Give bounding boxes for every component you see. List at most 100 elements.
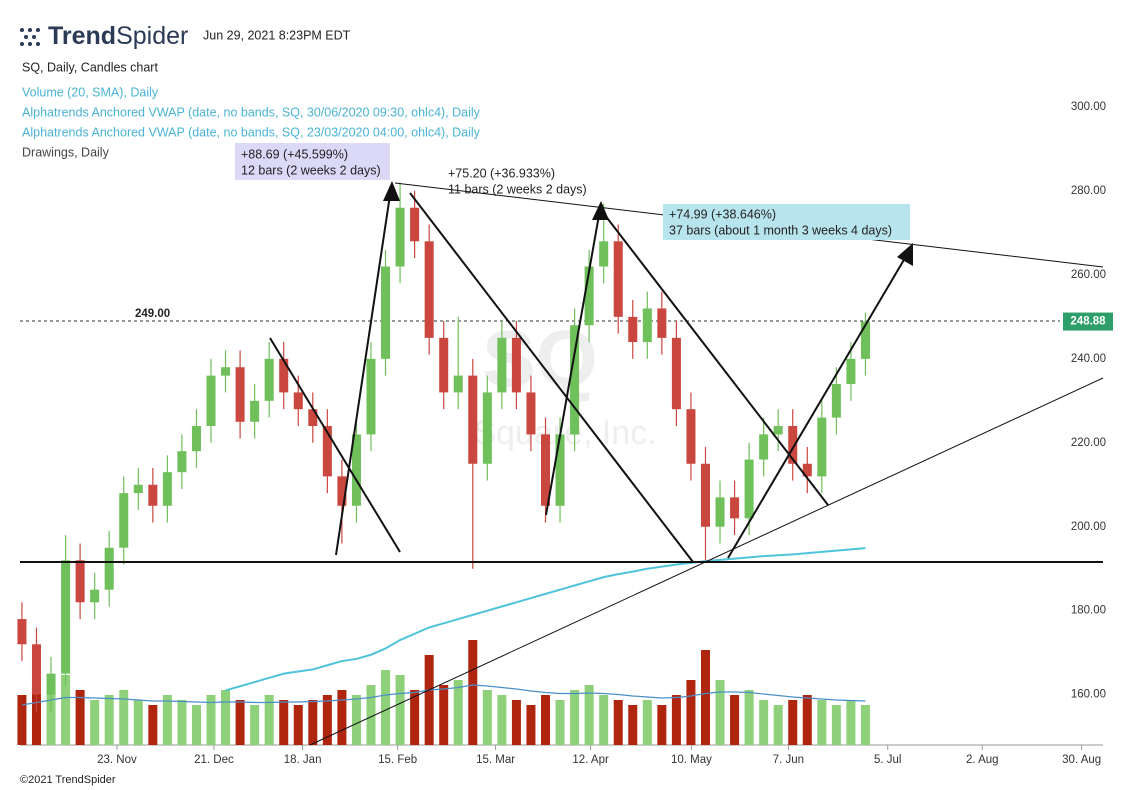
chart-title: SQ, Daily, Candles chart (22, 60, 158, 74)
candle-body (410, 207, 420, 242)
candle-body (322, 425, 332, 477)
candle-body (802, 463, 812, 477)
candle-body (497, 337, 507, 393)
volume-bar (599, 695, 609, 745)
volume-bar (613, 700, 623, 745)
volume-bar (279, 700, 289, 745)
volume-bar (322, 695, 332, 745)
candle-body (540, 434, 551, 506)
volume-bar (759, 700, 769, 745)
volume-bar (381, 670, 391, 745)
volume-bar (366, 685, 376, 745)
volume-bar (46, 680, 56, 745)
volume-bar (90, 700, 100, 745)
candle-body (381, 266, 391, 359)
candle-body (90, 589, 100, 603)
candle-body (439, 337, 449, 393)
volume-bar (293, 705, 303, 745)
annotation: +88.69 (+45.599%) (241, 147, 348, 161)
volume-bar (511, 700, 521, 745)
arrow-line (545, 214, 600, 516)
candle-body (453, 375, 463, 393)
candle-body (206, 375, 216, 426)
x-tick-label: 15. Mar (476, 754, 515, 766)
trend-line (600, 209, 829, 506)
candle-body (279, 358, 289, 393)
volume-bar (177, 700, 187, 745)
y-tick-label: 160.00 (1071, 689, 1106, 701)
volume-bar (133, 700, 143, 745)
volume-bar (162, 695, 172, 745)
x-tick-label: 12. Apr (572, 754, 609, 766)
volume-bar (570, 690, 580, 745)
candle-body (671, 337, 681, 410)
annotation: +75.20 (+36.933%) (448, 166, 555, 180)
y-tick-label: 300.00 (1071, 101, 1106, 113)
candle-body (657, 308, 667, 338)
volume-bar (657, 705, 667, 745)
candle-body (715, 497, 725, 527)
arrow-line (727, 257, 906, 559)
candle-body (730, 497, 740, 519)
arrow-head (383, 181, 400, 201)
price-tag (1063, 312, 1113, 331)
trend-line (309, 377, 1104, 746)
candle-body (46, 673, 56, 695)
volume-bar (75, 690, 85, 745)
volume-bar (860, 705, 870, 745)
volume-bar (337, 690, 347, 745)
volume-bar (424, 655, 434, 745)
watermark-name: Square, Inc. (473, 414, 656, 452)
candle-body (61, 560, 71, 674)
x-tick-label: 15. Feb (378, 754, 417, 766)
candle-body (846, 358, 856, 385)
candle-body (221, 367, 231, 376)
volume-bar (817, 700, 827, 745)
candle-body (788, 425, 798, 464)
volume-bar (671, 695, 681, 745)
candle-body (17, 619, 27, 645)
x-tick-label: 23. Nov (97, 754, 137, 766)
price-tag-label: 248.88 (1070, 316, 1106, 328)
x-tick-label: 18. Jan (284, 754, 322, 766)
candle-body (613, 241, 623, 317)
volume-bar (206, 695, 216, 745)
volume-bar (264, 695, 274, 745)
candle-body (744, 459, 754, 519)
volume-bar (526, 705, 536, 745)
x-tick-label: 10. May (671, 754, 712, 766)
y-tick-label: 280.00 (1071, 185, 1106, 197)
candle-body (395, 207, 405, 267)
legend-entry: Volume (20, SMA), Daily (22, 85, 159, 99)
volume-bar (148, 705, 158, 745)
candle-body (31, 644, 41, 695)
volume-bar (250, 705, 260, 745)
annotation: +74.99 (+38.646%) (669, 207, 776, 221)
candle-body (177, 451, 187, 473)
annotation-box (235, 143, 390, 180)
arrow-line (335, 194, 391, 556)
annotation-box (663, 204, 910, 240)
candle-body (482, 392, 492, 464)
logo-icon (20, 28, 40, 46)
volume-bar (439, 685, 449, 745)
volume-bar (700, 650, 710, 745)
x-tick-label: 2. Aug (966, 754, 999, 766)
volume-bar (715, 680, 725, 745)
candle-body (628, 316, 638, 343)
candle-body (526, 392, 536, 435)
x-tick-label: 21. Dec (194, 754, 234, 766)
candle-body (700, 463, 710, 527)
candle-body (148, 484, 158, 506)
volume-bar (31, 685, 41, 745)
y-tick-label: 200.00 (1071, 521, 1106, 533)
volume-bar (555, 700, 565, 745)
candle-body (599, 241, 609, 267)
x-tick-label: 5. Jul (874, 754, 902, 766)
volume-bar (119, 690, 129, 745)
volume-bar (773, 705, 783, 745)
volume-bar (788, 700, 798, 745)
candle-body (817, 417, 827, 477)
y-tick-label: 260.00 (1071, 269, 1106, 281)
timestamp: Jun 29, 2021 8:23PM EDT (203, 28, 351, 42)
